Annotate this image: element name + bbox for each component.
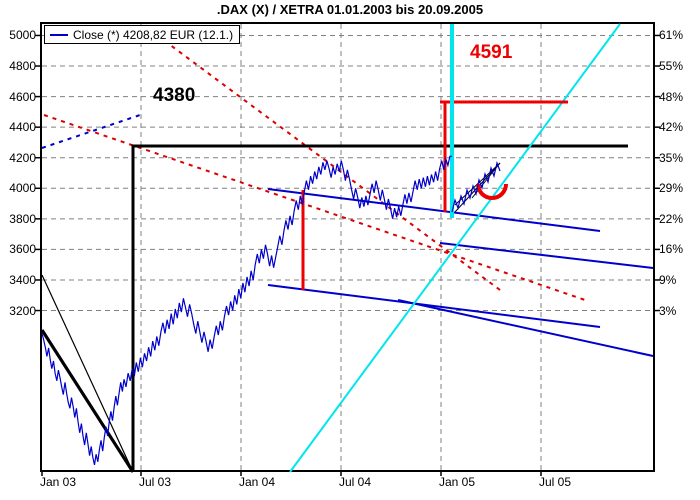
y-axis-left-tick: 4000: [9, 181, 36, 196]
y-axis-left-tick: 3200: [9, 303, 36, 318]
page-title: .DAX (X) / XETRA 01.01.2003 bis 20.09.20…: [216, 2, 484, 17]
y-axis-right-tick: 9%: [659, 272, 677, 287]
y-axis-right-tick: 48%: [659, 89, 684, 104]
y-axis-right-tick: 3%: [659, 303, 677, 318]
y-axis-left-tick: 4800: [9, 59, 36, 74]
resistance-level-label: 4380: [153, 85, 196, 106]
y-axis-right-tick: 29%: [659, 181, 684, 196]
y-axis-right-tick: 35%: [659, 150, 684, 165]
y-axis-right: 61% 55% 48% 42% 35% 29% 22% 16% 9% 3%: [659, 22, 700, 472]
y-axis-left-tick: 4200: [9, 150, 36, 165]
target-level-label: 4591: [470, 42, 513, 63]
y-axis-left-tick: 3800: [9, 211, 36, 226]
y-axis-right-tick: 42%: [659, 120, 684, 135]
x-axis-tick: Jan 03: [40, 475, 77, 489]
legend: Close (*) 4208,82 EUR (12.1.): [44, 25, 241, 44]
y-axis-left-tick: 4400: [9, 120, 36, 135]
y-axis-left-tick: 4600: [9, 89, 36, 104]
x-axis-tick: Jul 04: [339, 475, 372, 489]
y-axis-left-tick: 3600: [9, 242, 36, 257]
legend-label: Close (*) 4208,82 EUR (12.1.): [73, 27, 234, 42]
y-axis-right-tick: 16%: [659, 242, 684, 257]
y-axis-left: 5000 4800 4600 4400 4200 4000 3800 3600 3400 3200: [0, 22, 36, 472]
x-axis-tick: Jan 05: [439, 475, 476, 489]
y-axis-right-tick: 55%: [659, 59, 684, 74]
y-axis-left-tick: 5000: [9, 28, 36, 43]
y-axis-right-tick: 22%: [659, 211, 684, 226]
x-axis: Jan 03 Jul 03 Jan 04 Jul 04 Jan 05 Jul 05: [40, 475, 655, 497]
plot-area: [40, 22, 655, 472]
x-axis-tick: Jul 03: [139, 475, 172, 489]
x-axis-tick: Jul 05: [539, 475, 572, 489]
x-axis-tick: Jan 04: [239, 475, 276, 489]
y-axis-right-tick: 61%: [659, 28, 684, 43]
y-axis-left-tick: 3400: [9, 272, 36, 287]
legend-line-swatch: [50, 33, 68, 36]
